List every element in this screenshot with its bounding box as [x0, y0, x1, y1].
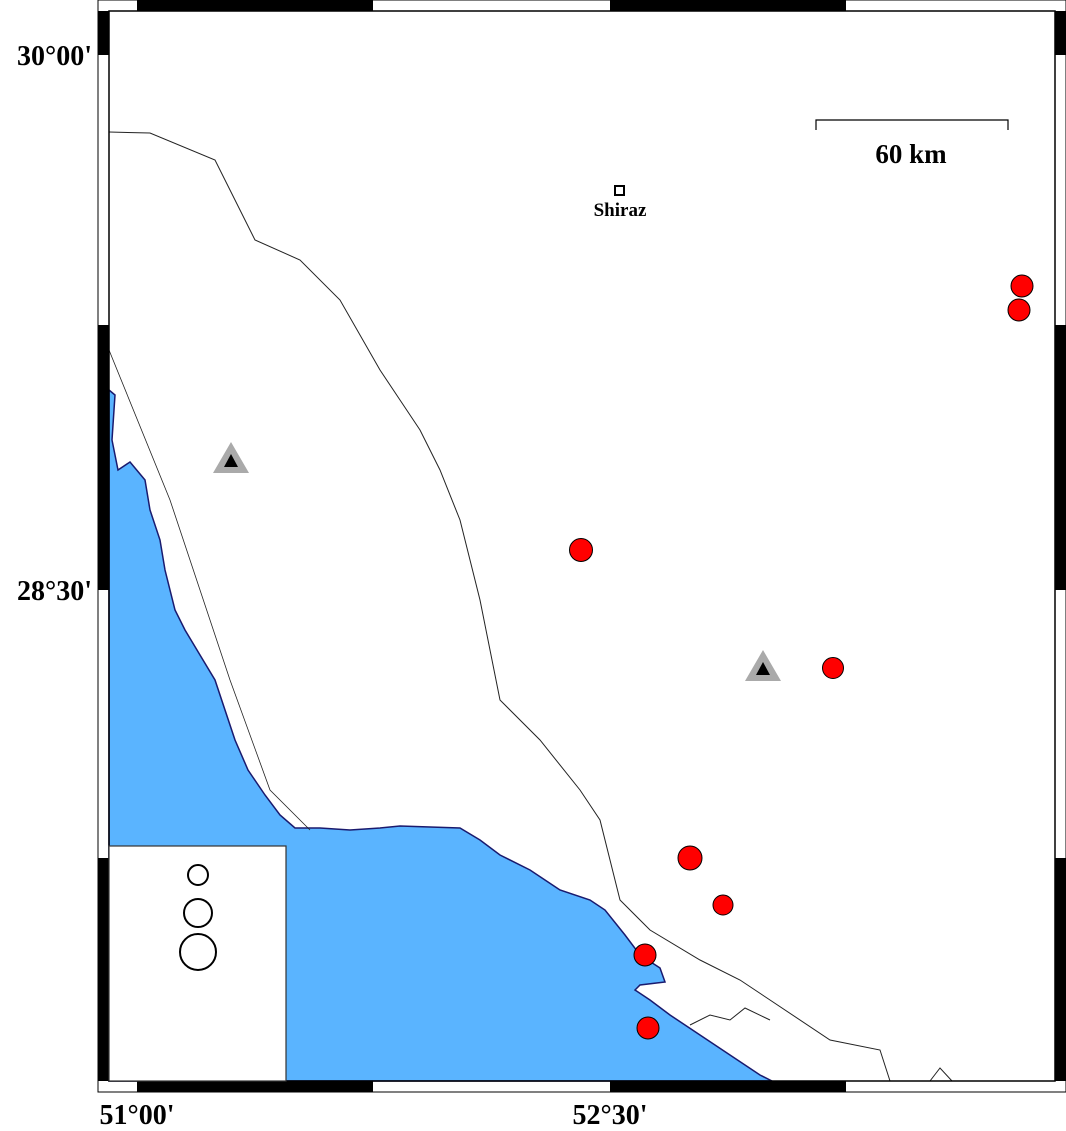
- event-circle: [1010, 274, 1034, 298]
- boundary-line: [929, 1067, 953, 1082]
- station-marker: [745, 650, 781, 681]
- event-circle: [822, 657, 844, 679]
- scale-bar: [815, 119, 1009, 130]
- legend-box: [108, 845, 287, 1082]
- frame-ticks: [98, 0, 1066, 1092]
- scale-label: 60 km: [875, 139, 947, 169]
- event-circle: [636, 1016, 660, 1040]
- medium-circle-icon: [183, 898, 213, 928]
- square-icon: [614, 185, 625, 196]
- lat-label: 30°00': [17, 41, 92, 72]
- city-label: Shiraz: [594, 200, 647, 221]
- lon-label: 52°30': [573, 1100, 648, 1131]
- boundary-line: [108, 131, 891, 1082]
- lon-label: 51°00': [100, 1100, 175, 1131]
- station-marker: [213, 442, 249, 473]
- event-circle: [633, 943, 657, 967]
- boundary-line: [108, 349, 311, 831]
- large-circle-icon: [179, 933, 217, 971]
- event-circle: [712, 894, 734, 916]
- event-circle: [677, 845, 703, 871]
- small-circle-icon: [187, 864, 209, 886]
- event-circle: [1007, 298, 1031, 322]
- lat-label: 28°30': [17, 576, 92, 607]
- boundary-line: [689, 1007, 771, 1026]
- event-circle: [569, 538, 593, 562]
